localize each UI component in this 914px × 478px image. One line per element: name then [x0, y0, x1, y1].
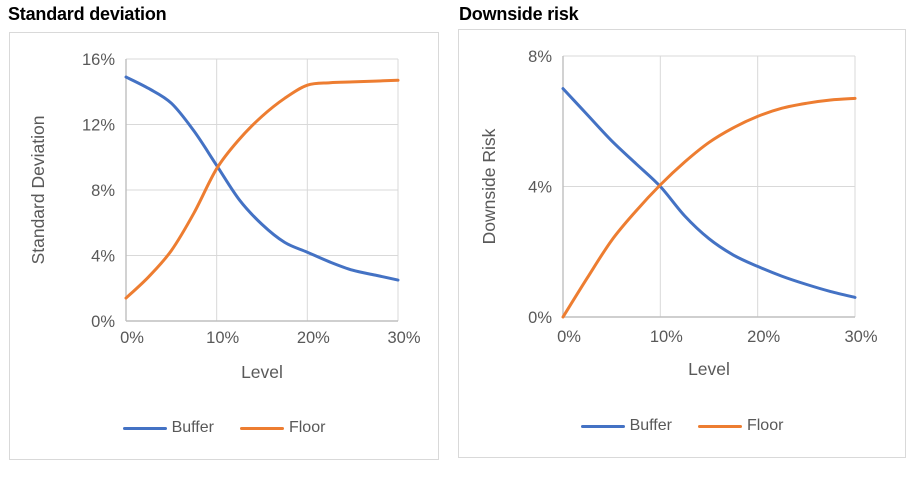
x-tick-label: 10%	[206, 329, 239, 347]
y-tick-label: 8%	[528, 48, 552, 66]
y-tick-label: 0%	[91, 313, 115, 331]
y-axis-title: Standard Deviation	[28, 116, 48, 265]
legend-item-buffer: Buffer	[122, 419, 214, 437]
y-tick-label: 4%	[528, 179, 552, 197]
x-tick-label: 0%	[557, 328, 581, 346]
chart-title-standard-deviation: Standard deviation	[8, 4, 167, 24]
floor-line-swatch	[239, 426, 284, 430]
y-tick-label: 4%	[91, 248, 115, 266]
y-axis-title: Downside Risk	[479, 128, 499, 244]
legend-item-floor: Floor	[239, 419, 326, 437]
x-tick-label: 30%	[387, 329, 420, 347]
series-line-buffer	[561, 87, 857, 299]
legend-standard-deviation: Buffer Floor	[10, 417, 438, 439]
chart-card-standard-deviation: Standard deviation	[8, 4, 167, 25]
chart-title-downside-risk: Downside risk	[459, 4, 579, 24]
x-tick-label: 0%	[120, 329, 144, 347]
x-axis-title: Level	[241, 362, 283, 382]
series-line-buffer	[124, 75, 400, 282]
legend-label-floor: Floor	[288, 419, 326, 436]
chart-panel-downside-risk: 0% 4% 8% 0% 10% 20% 30% Level Downside Risk Buff…	[458, 29, 906, 458]
y-tick-label: 16%	[82, 51, 115, 69]
legend-item-floor: Floor	[697, 417, 784, 435]
y-tick-label: 0%	[528, 309, 552, 327]
series-line-floor	[124, 78, 400, 300]
y-tick-label: 8%	[91, 182, 115, 200]
standard-deviation-line-chart: 0% 4% 8% 12% 16% 0% 10% 20% 30% Level Standard Dev…	[28, 51, 421, 382]
legend-label-buffer: Buffer	[629, 417, 672, 434]
x-tick-label: 30%	[844, 328, 877, 346]
downside-risk-line-chart: 0% 4% 8% 0% 10% 20% 30% Level Downside Risk	[479, 48, 878, 379]
buffer-line-swatch	[580, 424, 625, 428]
x-tick-label: 20%	[747, 328, 780, 346]
floor-line-swatch	[697, 424, 742, 428]
y-tick-label: 12%	[82, 117, 115, 135]
chart-panel-standard-deviation: 0% 4% 8% 12% 16% 0% 10% 20% 30% Level Standard Dev…	[9, 32, 439, 460]
chart-card-downside-risk: Downside risk	[459, 4, 579, 25]
x-tick-label: 20%	[297, 329, 330, 347]
legend-downside-risk: Buffer Floor	[459, 415, 905, 437]
series-line-floor	[561, 96, 857, 319]
x-axis-title: Level	[688, 359, 730, 379]
legend-item-buffer: Buffer	[580, 417, 672, 435]
x-tick-label: 10%	[650, 328, 683, 346]
buffer-line-swatch	[122, 426, 167, 430]
legend-label-buffer: Buffer	[171, 419, 214, 436]
legend-label-floor: Floor	[746, 417, 784, 434]
